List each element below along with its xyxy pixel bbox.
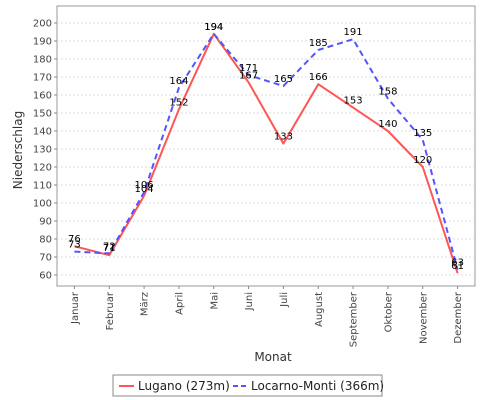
x-axis-ticks: Januar Februar März April Mai Juni Juli August S… <box>70 286 464 347</box>
x-tick-label: Dezember <box>453 291 464 343</box>
data-label: 191 <box>344 27 363 38</box>
y-tick-label: 70 <box>39 253 52 264</box>
legend-label-locarno: Locarno-Monti (366m) <box>251 379 384 393</box>
data-label: 153 <box>344 96 363 107</box>
x-tick-label: Januar <box>70 291 81 325</box>
data-label: 171 <box>239 63 258 74</box>
legend-label-lugano: Lugano (273m) <box>138 379 230 393</box>
data-label: 120 <box>413 155 432 166</box>
data-label: 152 <box>169 97 188 108</box>
data-labels: 76 71 104 152 194 167 133 166 153 140 120 61 73 72 106… <box>68 22 464 272</box>
plot-area <box>56 5 476 287</box>
data-label: 76 <box>68 234 81 245</box>
y-tick-label: 90 <box>39 217 52 228</box>
data-label: 140 <box>378 119 397 130</box>
x-tick-label: November <box>418 291 429 344</box>
y-tick-label: 200 <box>33 19 52 30</box>
x-tick-label: Juli <box>279 292 290 308</box>
data-label: 158 <box>378 87 397 98</box>
y-tick-label: 130 <box>33 145 52 156</box>
y-tick-label: 60 <box>39 271 52 282</box>
x-tick-label: Mai <box>209 292 220 310</box>
y-tick-label: 120 <box>33 163 52 174</box>
data-label: 185 <box>309 38 328 49</box>
series-lines <box>74 32 459 274</box>
y-tick-label: 140 <box>33 127 52 138</box>
data-label: 71 <box>103 243 116 254</box>
y-tick-label: 190 <box>33 37 52 48</box>
data-label: 63 <box>451 258 464 269</box>
y-tick-label: 100 <box>33 199 52 210</box>
y-tick-label: 180 <box>33 55 52 66</box>
data-label: 106 <box>135 180 154 191</box>
x-tick-label: Oktober <box>383 291 394 332</box>
data-label: 166 <box>309 72 328 83</box>
x-tick-label: April <box>174 292 185 315</box>
data-label: 133 <box>274 132 293 143</box>
x-axis-title: Monat <box>254 350 292 364</box>
data-label: 104 <box>135 184 154 195</box>
data-label: 194 <box>204 22 223 33</box>
legend-box <box>112 374 383 397</box>
y-tick-label: 170 <box>33 73 52 84</box>
y-tick-label: 160 <box>33 91 52 102</box>
x-tick-label: März <box>140 292 151 316</box>
data-label: 135 <box>413 128 432 139</box>
series-line-0 <box>74 32 459 274</box>
x-tick-label: Februar <box>105 291 116 330</box>
y-tick-label: 150 <box>33 109 52 120</box>
series-line-1 <box>74 32 459 270</box>
data-label: 167 <box>239 70 258 81</box>
y-tick-label: 80 <box>39 235 52 246</box>
x-tick-label: Juni <box>244 292 255 311</box>
data-label: 165 <box>274 74 293 85</box>
data-label: 194 <box>204 22 223 33</box>
data-label: 73 <box>68 240 81 251</box>
x-tick-label: September <box>349 291 360 347</box>
data-label: 72 <box>103 241 116 252</box>
y-axis-ticks: 60 70 80 90 100 110 120 130 140 150 160 170 180 190 20… <box>33 19 57 282</box>
data-label: 164 <box>169 76 188 87</box>
y-tick-label: 110 <box>33 181 52 192</box>
y-axis-title: Niederschlag <box>11 111 25 189</box>
data-label: 61 <box>451 261 464 272</box>
x-tick-label: August <box>314 292 325 327</box>
legend: Lugano (273m) Locarno-Monti (366m) <box>112 374 384 397</box>
grid-lines <box>57 22 475 276</box>
